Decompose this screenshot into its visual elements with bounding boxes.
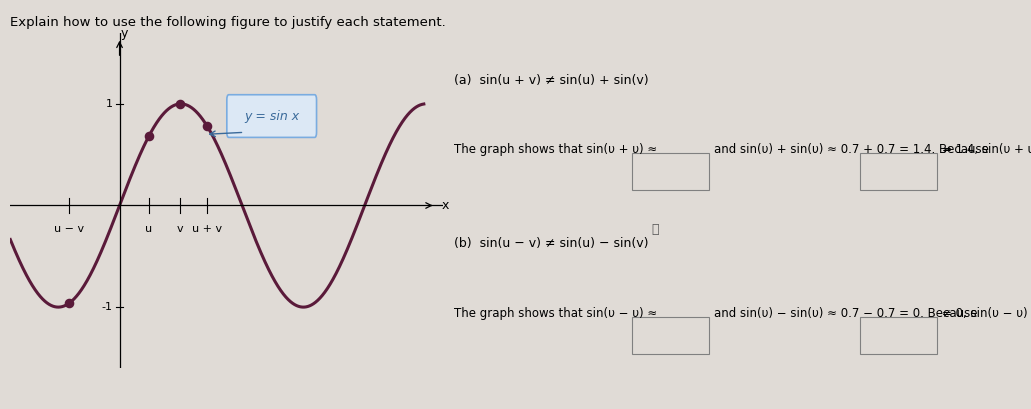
Text: Explain how to use the following figure to justify each statement.: Explain how to use the following figure … — [10, 16, 446, 29]
Text: -1: -1 — [101, 302, 112, 312]
Text: ⓘ: ⓘ — [651, 222, 659, 236]
Text: The graph shows that sin(υ − υ) ≈: The graph shows that sin(υ − υ) ≈ — [454, 307, 657, 320]
Text: The graph shows that sin(υ + υ) ≈: The graph shows that sin(υ + υ) ≈ — [454, 143, 657, 156]
Text: u + v: u + v — [192, 224, 223, 234]
Text: 1: 1 — [105, 99, 112, 109]
Text: u: u — [145, 224, 153, 234]
Text: y = sin x: y = sin x — [244, 110, 299, 123]
Text: ≠ 1.4, sin(υ + υ) ≠ sin(υ) + sin(υ).: ≠ 1.4, sin(υ + υ) ≠ sin(υ) + sin(υ). — [942, 143, 1031, 156]
Text: x: x — [441, 199, 448, 212]
Point — [172, 101, 189, 107]
Text: (a)  sin(u + v) ≠ sin(u) + sin(v): (a) sin(u + v) ≠ sin(u) + sin(v) — [454, 74, 648, 87]
Text: and sin(υ) − sin(υ) ≈ 0.7 − 0.7 = 0. Because: and sin(υ) − sin(υ) ≈ 0.7 − 0.7 = 0. Bec… — [714, 307, 978, 320]
Text: ≠ 0, sin(υ − υ) ≠ sin(υ) − sin(υ).: ≠ 0, sin(υ − υ) ≠ sin(υ) − sin(υ). — [942, 307, 1031, 320]
Point — [199, 123, 215, 130]
Text: v: v — [176, 224, 184, 234]
Point — [61, 300, 77, 307]
Text: (b)  sin(u − v) ≠ sin(u) − sin(v): (b) sin(u − v) ≠ sin(u) − sin(v) — [454, 237, 648, 250]
Text: and sin(υ) + sin(υ) ≈ 0.7 + 0.7 = 1.4. Because: and sin(υ) + sin(υ) ≈ 0.7 + 0.7 = 1.4. B… — [714, 143, 990, 156]
Text: y: y — [121, 27, 128, 40]
FancyBboxPatch shape — [227, 95, 317, 137]
Point — [140, 133, 157, 139]
Text: u − v: u − v — [54, 224, 84, 234]
